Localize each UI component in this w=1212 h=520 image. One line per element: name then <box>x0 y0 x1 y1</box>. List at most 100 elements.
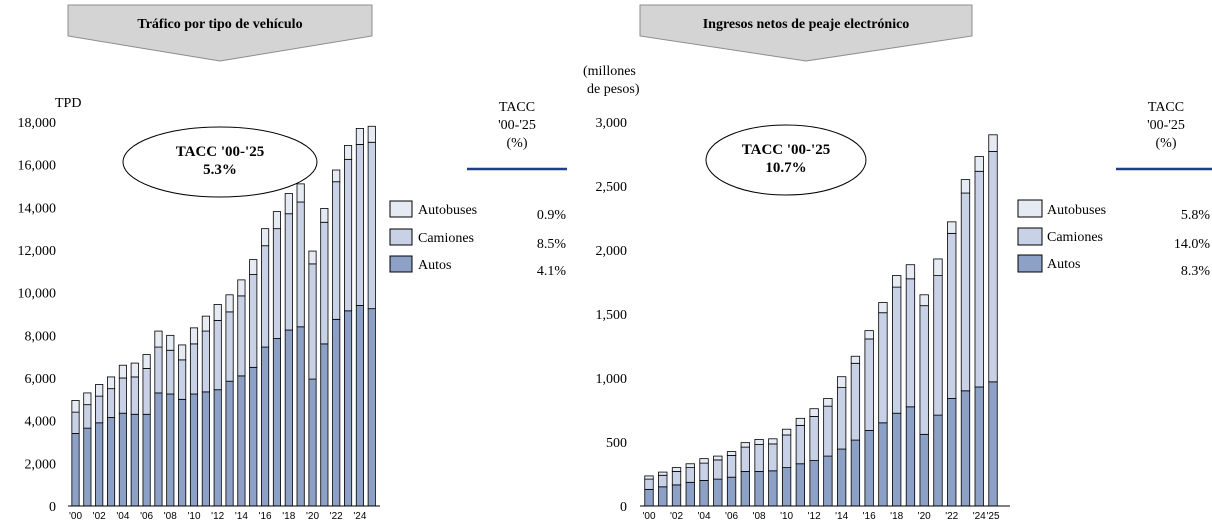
traffic-bar-camiones-2009 <box>178 359 187 400</box>
revenue-bar-camiones-2024 <box>974 170 984 388</box>
traffic-bar-autos-2017 <box>272 338 281 507</box>
traffic-bar-autos-2011 <box>201 391 210 507</box>
traffic-bar-autos-2012 <box>213 389 222 507</box>
traffic-bar-autos-2025 <box>367 308 376 507</box>
revenue-y-tick-label: 3,000 <box>596 116 628 131</box>
revenue-bar-autos-2018 <box>892 412 902 507</box>
traffic-bar-autobuses-2020 <box>308 250 317 265</box>
traffic-bar-autobuses-2011 <box>201 315 210 332</box>
revenue-bar-camiones-2020 <box>919 305 929 435</box>
revenue-cagr-callout: TACC '00-'25 10.7% <box>705 124 867 196</box>
revenue-chart: Ingresos netos de peaje electrónico (mil… <box>583 4 1212 520</box>
traffic-y-tick-label: 8,000 <box>25 329 57 344</box>
traffic-x-tick-label: '16 <box>259 511 272 520</box>
revenue-bar-camiones-2016 <box>864 338 874 431</box>
revenue-bar-autobuses-2019 <box>905 264 916 280</box>
traffic-y-tick-label: 4,000 <box>25 415 57 430</box>
revenue-bar-autos-2020 <box>919 433 929 507</box>
revenue-bar-autos-2022 <box>947 398 957 507</box>
traffic-bar-camiones-2004 <box>118 377 127 414</box>
traffic-bar-camiones-2017 <box>272 228 281 339</box>
traffic-cagr-ellipse-label: TACC '00-'25 <box>176 144 264 160</box>
revenue-banner-shape <box>639 4 973 62</box>
revenue-x-tick-label: '08 <box>753 511 766 520</box>
revenue-bar-autobuses-2015 <box>850 355 861 364</box>
revenue-legend-autobuses: Autobuses <box>1047 203 1106 218</box>
traffic-bar-autos-2015 <box>249 366 258 507</box>
traffic-bar-autobuses-2002 <box>95 383 104 397</box>
traffic-y-tick-label: 6,000 <box>25 372 57 387</box>
traffic-bar-camiones-2018 <box>284 213 293 331</box>
traffic-legend: Autobuses Camiones Autos <box>389 200 477 273</box>
revenue-x-tick-label: '14 <box>835 511 848 520</box>
traffic-bar-autos-2001 <box>83 427 92 507</box>
traffic-bar-camiones-2006 <box>142 367 151 415</box>
revenue-bar-autobuses-2017 <box>878 302 888 314</box>
traffic-title-banner: Tráfico por tipo de vehículo <box>67 4 373 62</box>
traffic-bar-autobuses-2022 <box>332 169 341 183</box>
revenue-y-tick-label: 2,500 <box>596 180 628 195</box>
traffic-bar-autos-2024 <box>355 305 364 507</box>
traffic-legend-autos: Autos <box>418 258 451 273</box>
revenue-bar-autos-2002 <box>671 484 682 507</box>
traffic-bar-autobuses-2006 <box>142 354 151 369</box>
traffic-y-tick-label: 18,000 <box>18 116 57 131</box>
traffic-bar-camiones-2010 <box>189 343 199 395</box>
revenue-bar-autos-2001 <box>658 486 668 507</box>
revenue-bar-camiones-2011 <box>795 424 806 465</box>
traffic-bar-autobuses-2016 <box>261 228 270 247</box>
revenue-bar-autobuses-2018 <box>892 275 902 288</box>
revenue-bar-autos-2019 <box>905 406 916 507</box>
traffic-bar-autobuses-2024 <box>355 127 364 145</box>
traffic-bar-camiones-2003 <box>107 388 116 418</box>
traffic-bar-camiones-2000 <box>71 411 80 434</box>
traffic-bar-autos-2002 <box>95 422 104 507</box>
revenue-bar-camiones-2001 <box>658 474 668 488</box>
traffic-bar-camiones-2001 <box>83 404 92 429</box>
revenue-x-tick-label: '12 <box>808 511 821 520</box>
revenue-y-tick-label: 1,000 <box>596 372 628 387</box>
traffic-x-tick-label: '02 <box>93 511 106 520</box>
revenue-legend-swatch-camiones <box>1017 227 1043 246</box>
traffic-cagr-camiones: 8.5% <box>537 237 567 252</box>
revenue-x-tick-label: '18 <box>890 511 903 520</box>
revenue-bar-autobuses-2009 <box>768 438 778 445</box>
revenue-legend: Autobuses Camiones Autos <box>1017 199 1106 273</box>
traffic-bar-autos-2014 <box>237 375 246 507</box>
traffic-legend-autobuses: Autobuses <box>418 203 477 218</box>
revenue-bar-autos-2000 <box>644 488 654 507</box>
traffic-bar-autobuses-2001 <box>83 392 92 406</box>
revenue-x-ticks: '00 '02 '04 '06 '08 '10 '12 '14 '16 '18 '20 '22 '24 '… <box>642 511 999 520</box>
revenue-x-tick-label: '06 <box>725 511 738 520</box>
traffic-y-tick-label: 12,000 <box>18 244 57 259</box>
revenue-cagr-ellipse-value: 10.7% <box>765 160 806 176</box>
revenue-bar-camiones-2017 <box>878 312 888 424</box>
revenue-y-tick-label: 2,000 <box>596 244 628 259</box>
traffic-bar-autos-2016 <box>261 346 270 507</box>
revenue-x-tick-label: '02 <box>670 511 683 520</box>
revenue-bar-autos-2006 <box>726 476 737 507</box>
traffic-bar-autos-2007 <box>154 392 163 507</box>
traffic-bar-camiones-2021 <box>320 221 329 345</box>
traffic-bar-autobuses-2003 <box>107 376 116 390</box>
revenue-x-tick-label: '24 <box>973 511 986 520</box>
traffic-cagr-autos: 4.1% <box>537 264 567 279</box>
revenue-bar-camiones-2009 <box>768 443 778 472</box>
traffic-bar-autos-2005 <box>130 413 139 507</box>
revenue-bar-autobuses-2002 <box>671 467 682 472</box>
revenue-bar-camiones-2005 <box>713 459 723 480</box>
traffic-bar-autobuses-2007 <box>154 330 163 348</box>
traffic-cagr-autobuses: 0.9% <box>537 208 567 223</box>
revenue-bar-autobuses-2004 <box>699 458 709 464</box>
revenue-bar-autos-2010 <box>781 467 792 507</box>
traffic-x-ticks: '00 '02 '04 '06 '08 '10 '12 '14 '16 '18 '20 '22 '24 <box>69 511 367 520</box>
traffic-bar-camiones-2011 <box>201 330 210 393</box>
traffic-y-tick-label: 10,000 <box>18 287 57 302</box>
revenue-bar-autos-2023 <box>960 390 971 507</box>
revenue-x-tick-label: '16 <box>863 511 876 520</box>
traffic-bar-autobuses-2005 <box>130 362 139 378</box>
traffic-x-tick-label: '04 <box>116 511 129 520</box>
traffic-x-tick-label: '00 <box>69 511 82 520</box>
revenue-legend-autos: Autos <box>1047 257 1080 272</box>
